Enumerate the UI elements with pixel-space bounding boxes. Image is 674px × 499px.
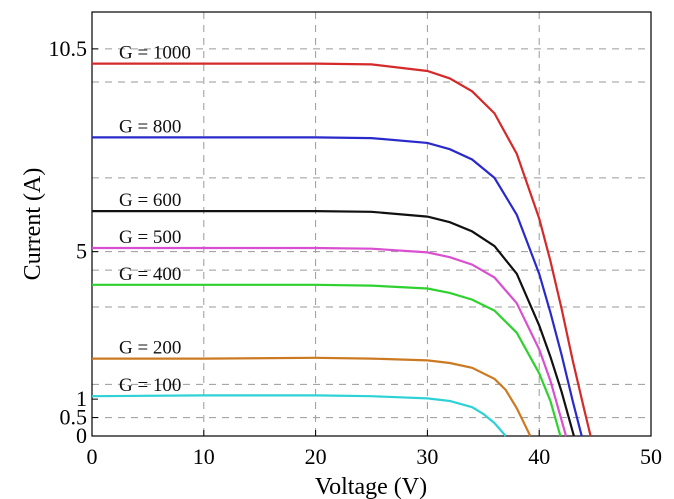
plot-frame: [91, 11, 652, 437]
y-tick-label: 0.5: [60, 405, 88, 430]
series-group: [91, 62, 592, 437]
y-tick-label: 5: [76, 239, 87, 264]
series-line: [92, 62, 592, 437]
series-label: G = 800: [119, 116, 181, 137]
curve-labels: G = 1000 G = 800 G = 600 G = 500 G = 400 G = …: [119, 43, 191, 397]
series-label: G = 1000: [119, 43, 191, 64]
series-label: G = 200: [119, 338, 181, 359]
grid: [203, 12, 540, 436]
reference-lines: [92, 48, 651, 419]
x-tick-label: 10: [193, 444, 215, 469]
series-label: G = 500: [119, 227, 181, 248]
x-tick-label: 50: [640, 444, 662, 469]
series-label: G = 600: [119, 190, 181, 211]
x-tick-label: 20: [305, 444, 327, 469]
x-axis-title: Voltage (V): [315, 474, 427, 499]
series-line: [92, 283, 562, 437]
y-axis-ticks: 00.51 5 10.5: [49, 36, 98, 448]
x-axis-ticks: 0 10 20 30 40 50: [87, 430, 662, 469]
series-line: [92, 246, 568, 437]
series-label: G = 400: [119, 264, 181, 285]
y-tick-label: 1: [76, 386, 87, 411]
series-label: G = 100: [119, 375, 181, 396]
x-tick-label: 40: [528, 444, 550, 469]
series-line: [92, 210, 575, 437]
series-line: [92, 136, 583, 437]
x-tick-label: 30: [416, 444, 438, 469]
series-line: [91, 394, 507, 437]
x-tick-label: 0: [87, 444, 98, 469]
y-tick-label: 10.5: [49, 36, 88, 61]
y-axis-title: Current (A): [20, 168, 46, 281]
y-tick-label: 0: [76, 423, 87, 448]
series-line: [92, 356, 532, 437]
